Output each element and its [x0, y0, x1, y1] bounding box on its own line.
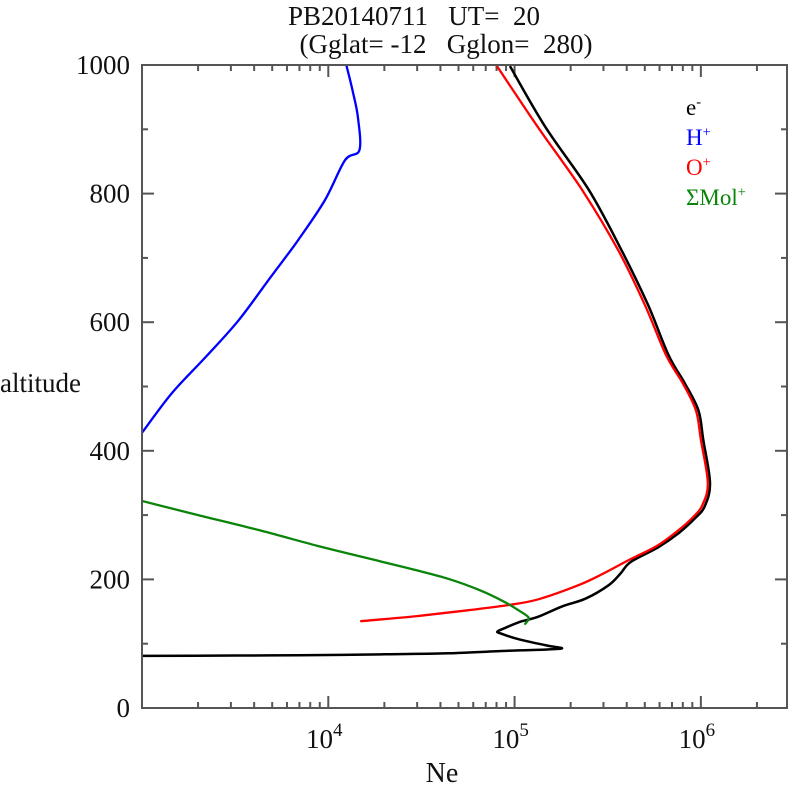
- legend-label: O: [686, 155, 703, 180]
- legend-item-electron: e-: [686, 93, 746, 123]
- y-tick-label: 1000: [76, 50, 130, 80]
- o-plus-curve: [359, 65, 709, 623]
- legend-item-o-plus: O+: [686, 153, 746, 183]
- legend-label: e: [686, 95, 697, 120]
- y-tick-label: 400: [90, 436, 131, 466]
- y-axis-label: altitude: [0, 368, 81, 398]
- legend-label: H: [686, 125, 703, 150]
- y-tick-label: 0: [117, 693, 131, 723]
- legend-superscript: +: [702, 154, 711, 171]
- electron-curve: [142, 65, 712, 658]
- plot-frame: [141, 64, 788, 709]
- x-tick-label: 104: [306, 720, 343, 754]
- x-tick-label: 105: [492, 720, 529, 754]
- legend-superscript: +: [737, 184, 746, 201]
- chart-title: PB20140711 UT= 20: [288, 1, 540, 31]
- legend: e- H+ O+ ΣMol+: [686, 93, 746, 213]
- legend-superscript: +: [702, 124, 711, 141]
- y-tick-label: 600: [90, 307, 131, 337]
- mol-plus-curve: [142, 499, 530, 625]
- y-tick-label: 200: [90, 564, 131, 594]
- x-tick-label: 106: [679, 720, 716, 754]
- chart-subtitle: (Gglat= -12 Gglon= 280): [299, 29, 593, 59]
- y-tick-label: 800: [90, 179, 131, 209]
- legend-superscript: -: [696, 94, 701, 111]
- x-axis-label: Ne: [425, 758, 459, 789]
- legend-item-mol-plus: ΣMol+: [686, 183, 746, 213]
- legend-item-h-plus: H+: [686, 123, 746, 153]
- h-plus-curve: [142, 65, 362, 434]
- series-curves: [142, 65, 712, 658]
- legend-label: ΣMol: [686, 185, 738, 210]
